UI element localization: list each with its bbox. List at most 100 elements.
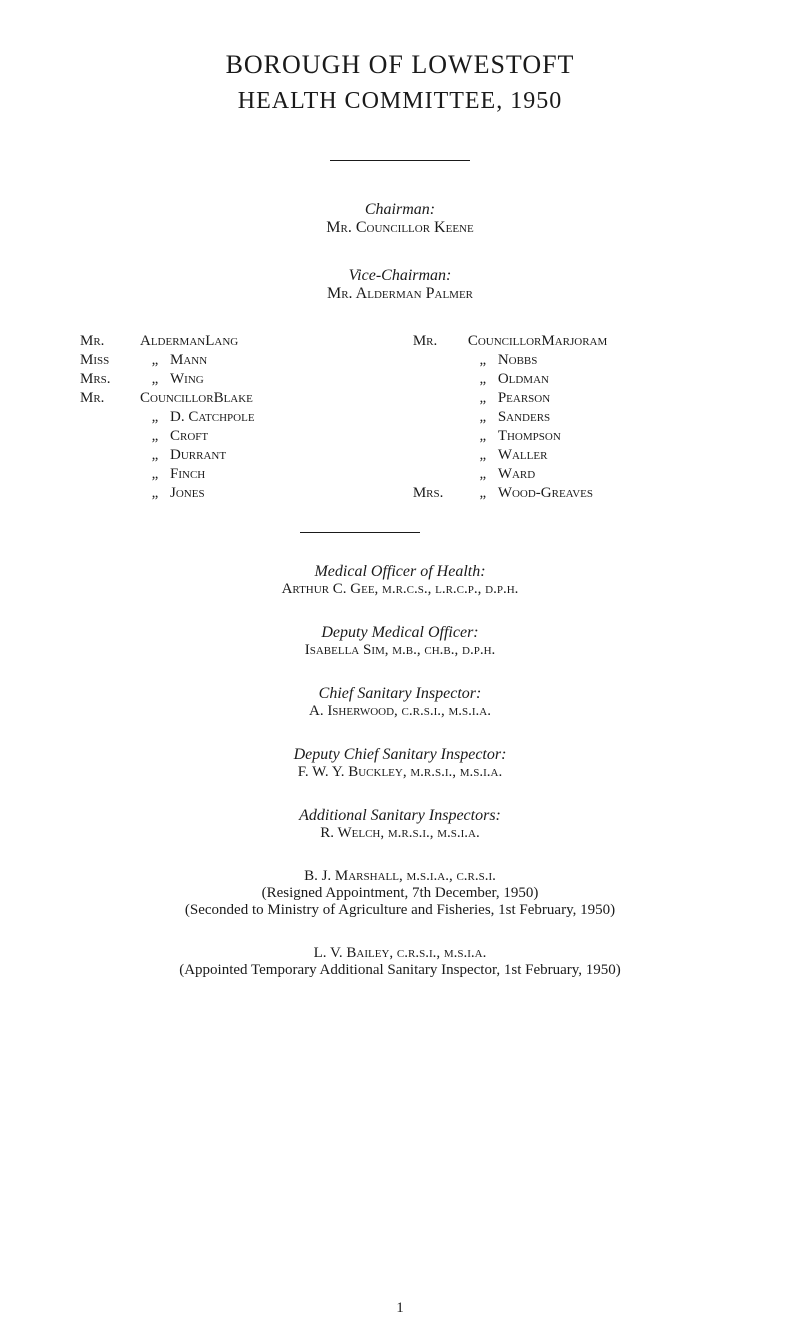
member-prefix: Mrs. (413, 485, 468, 502)
member-prefix: Mr. (80, 333, 140, 350)
member-name: Finch (170, 466, 387, 483)
member-title: „ (468, 409, 498, 426)
moh-label: Medical Officer of Health: (80, 563, 720, 581)
member-prefix: Mr. (80, 390, 140, 407)
chairman-name: Mr. Councillor Keene (80, 219, 720, 237)
member-row: Mr.Councillor Marjoram (413, 333, 720, 350)
member-name: Lang (205, 333, 387, 350)
member-title: „ (468, 447, 498, 464)
member-title: „ (468, 428, 498, 445)
dcsi-block: Deputy Chief Sanitary Inspector: F. W. Y… (80, 746, 720, 781)
member-prefix (413, 390, 468, 407)
member-row: „D. Catchpole (80, 409, 387, 426)
members-section: Mr.Alderman LangMiss„MannMrs.„WingMr.Cou… (80, 333, 720, 502)
member-title: „ (140, 409, 170, 426)
member-name: Blake (214, 390, 388, 407)
member-name: Mann (170, 352, 387, 369)
sub-title: HEALTH COMMITTEE, 1950 (80, 88, 720, 115)
bailey-name: L. V. Bailey, c.r.s.i., m.s.i.a. (80, 945, 720, 962)
member-name: D. Catchpole (170, 409, 387, 426)
member-row: „Oldman (413, 371, 720, 388)
marshall-block: B. J. Marshall, m.s.i.a., c.r.s.i. (Resi… (80, 868, 720, 919)
member-title: „ (140, 371, 170, 388)
vice-chairman-label: Vice-Chairman: (80, 267, 720, 285)
member-title: „ (468, 352, 498, 369)
member-prefix (80, 409, 140, 426)
dmo-block: Deputy Medical Officer: Isabella Sim, m.… (80, 624, 720, 659)
divider (330, 160, 470, 161)
asi-name: R. Welch, m.r.s.i., m.s.i.a. (80, 825, 720, 842)
bailey-block: L. V. Bailey, c.r.s.i., m.s.i.a. (Appoin… (80, 945, 720, 979)
member-name: Jones (170, 485, 387, 502)
vice-chairman-block: Vice-Chairman: Mr. Alderman Palmer (80, 267, 720, 303)
moh-block: Medical Officer of Health: Arthur C. Gee… (80, 563, 720, 598)
member-row: „Sanders (413, 409, 720, 426)
member-name: Waller (498, 447, 720, 464)
member-name: Sanders (498, 409, 720, 426)
member-title: „ (468, 390, 498, 407)
member-prefix (413, 352, 468, 369)
member-title: „ (140, 485, 170, 502)
member-row: „Jones (80, 485, 387, 502)
member-name: Wing (170, 371, 387, 388)
member-prefix (80, 485, 140, 502)
member-prefix (80, 447, 140, 464)
member-name: Ward (498, 466, 720, 483)
member-name: Nobbs (498, 352, 720, 369)
member-prefix (80, 466, 140, 483)
member-prefix: Miss (80, 352, 140, 369)
member-prefix (413, 371, 468, 388)
member-prefix: Mr. (413, 333, 468, 350)
members-right-column: Mr.Councillor Marjoram„Nobbs„Oldman„Pear… (413, 333, 720, 502)
dmo-label: Deputy Medical Officer: (80, 624, 720, 642)
asi-label: Additional Sanitary Inspectors: (80, 807, 720, 825)
chairman-block: Chairman: Mr. Councillor Keene (80, 201, 720, 237)
member-row: Mr.Alderman Lang (80, 333, 387, 350)
csi-label: Chief Sanitary Inspector: (80, 685, 720, 703)
dmo-name: Isabella Sim, m.b., ch.b., d.p.h. (80, 642, 720, 659)
member-row: „Finch (80, 466, 387, 483)
member-name: Marjoram (541, 333, 720, 350)
member-prefix (413, 428, 468, 445)
member-title: „ (468, 371, 498, 388)
member-title: „ (468, 466, 498, 483)
member-row: „Durrant (80, 447, 387, 464)
dcsi-name: F. W. Y. Buckley, m.r.s.i., m.s.i.a. (80, 764, 720, 781)
member-row: Miss„Mann (80, 352, 387, 369)
member-row: Mrs.„Wing (80, 371, 387, 388)
member-title: Alderman (140, 333, 205, 350)
member-row: „Pearson (413, 390, 720, 407)
member-title: Councillor (468, 333, 542, 350)
member-row: „Waller (413, 447, 720, 464)
chairman-label: Chairman: (80, 201, 720, 219)
member-row: Mrs.„Wood-Greaves (413, 485, 720, 502)
moh-name: Arthur C. Gee, m.r.c.s., l.r.c.p., d.p.h… (80, 581, 720, 598)
page-number: 1 (0, 1300, 800, 1317)
csi-block: Chief Sanitary Inspector: A. Isherwood, … (80, 685, 720, 720)
member-row: „Thompson (413, 428, 720, 445)
member-name: Wood-Greaves (498, 485, 720, 502)
member-name: Oldman (498, 371, 720, 388)
marshall-note2: (Seconded to Ministry of Agriculture and… (80, 902, 720, 919)
member-name: Croft (170, 428, 387, 445)
asi-block: Additional Sanitary Inspectors: R. Welch… (80, 807, 720, 842)
marshall-note1: (Resigned Appointment, 7th December, 195… (80, 885, 720, 902)
member-row: Mr.Councillor Blake (80, 390, 387, 407)
member-name: Pearson (498, 390, 720, 407)
member-prefix: Mrs. (80, 371, 140, 388)
divider (300, 532, 420, 533)
dcsi-label: Deputy Chief Sanitary Inspector: (80, 746, 720, 764)
member-title: Councillor (140, 390, 214, 407)
member-title: „ (468, 485, 498, 502)
member-name: Durrant (170, 447, 387, 464)
bailey-note: (Appointed Temporary Additional Sanitary… (80, 962, 720, 979)
member-title: „ (140, 466, 170, 483)
members-left-column: Mr.Alderman LangMiss„MannMrs.„WingMr.Cou… (80, 333, 387, 502)
member-name: Thompson (498, 428, 720, 445)
member-title: „ (140, 352, 170, 369)
member-title: „ (140, 428, 170, 445)
main-title: BOROUGH OF LOWESTOFT (80, 50, 720, 80)
member-row: „Ward (413, 466, 720, 483)
csi-name: A. Isherwood, c.r.s.i., m.s.i.a. (80, 703, 720, 720)
vice-chairman-name: Mr. Alderman Palmer (80, 285, 720, 303)
